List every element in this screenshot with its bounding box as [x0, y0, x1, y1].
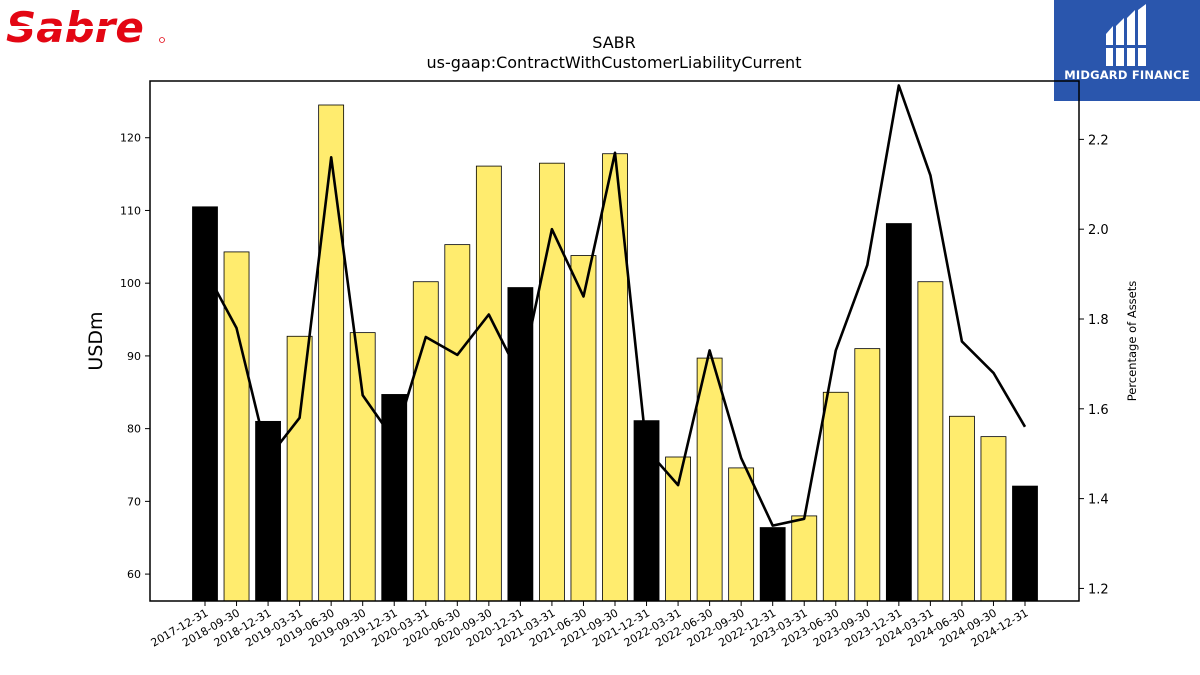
bar-2021-06-30 — [570, 255, 597, 602]
y-tick-label: 100 — [120, 277, 141, 290]
bar-2019-03-31 — [286, 335, 313, 602]
y-tick-label: 110 — [120, 204, 141, 217]
bar-2024-12-31 — [1012, 485, 1038, 602]
midgard-finance-logo: MIDGARD FINANCE — [1054, 0, 1200, 101]
bar-2023-12-31 — [885, 223, 912, 602]
y-tick-label: 120 — [120, 132, 141, 145]
y-tick-label: 70 — [127, 495, 141, 508]
midgard-finance-text: MIDGARD FINANCE — [1064, 68, 1190, 82]
y2-tick-label: 1.2 — [1088, 582, 1109, 597]
bar-2017-12-31 — [192, 206, 218, 602]
y2-tick-label: 2.0 — [1088, 223, 1109, 238]
bar-series — [192, 104, 1038, 602]
bar-2020-06-30 — [444, 244, 471, 602]
bar-2024-03-31 — [917, 281, 944, 602]
bar-2022-03-31 — [665, 456, 691, 602]
y-tick-label: 90 — [127, 350, 141, 363]
bar-2019-12-31 — [381, 394, 408, 602]
y2-tick-label: 1.6 — [1088, 403, 1109, 418]
y2-tick-label: 1.4 — [1088, 493, 1109, 508]
bar-2022-06-30 — [696, 357, 723, 602]
bar-2020-03-31 — [412, 281, 439, 602]
y-axis-left: 60 70 80 90 100 110 120 — [120, 132, 150, 581]
y2-tick-label: 1.8 — [1088, 313, 1109, 328]
bar-2023-03-31 — [791, 515, 818, 602]
bar-2022-12-31 — [759, 527, 786, 602]
y-axis-right: 1.2 1.4 1.6 1.8 2.0 2.2 — [1079, 133, 1109, 597]
y2-tick-label: 2.2 — [1088, 133, 1109, 148]
chart-title: SABR — [592, 33, 636, 52]
midgard-emblem-icon — [1054, 4, 1200, 66]
y-axis-label: USDm — [85, 311, 107, 370]
bar-2021-09-30 — [602, 153, 628, 602]
bar-2024-09-30 — [980, 436, 1007, 602]
y2-axis-label: Percentage of Assets — [1125, 281, 1139, 402]
bar-2019-06-30 — [318, 104, 345, 602]
bar-2018-09-30 — [223, 251, 250, 602]
bar-2024-06-30 — [949, 415, 975, 602]
sabre-logo: Sabre — [4, 3, 165, 50]
y-tick-label: 60 — [127, 568, 141, 581]
bar-2023-09-30 — [854, 348, 881, 602]
bar-2022-09-30 — [728, 467, 755, 602]
bar-2023-06-30 — [822, 391, 849, 602]
bar-2020-09-30 — [475, 165, 502, 602]
percentage-of-assets-line — [203, 84, 1027, 527]
chart-subtitle: us-gaap:ContractWithCustomerLiabilityCur… — [427, 53, 802, 72]
bar-2019-09-30 — [349, 332, 376, 602]
line-series — [203, 84, 1027, 527]
x-axis: 2017-12-312018-09-302018-12-312019-03-31… — [149, 601, 1031, 650]
y-tick-label: 80 — [127, 423, 141, 436]
